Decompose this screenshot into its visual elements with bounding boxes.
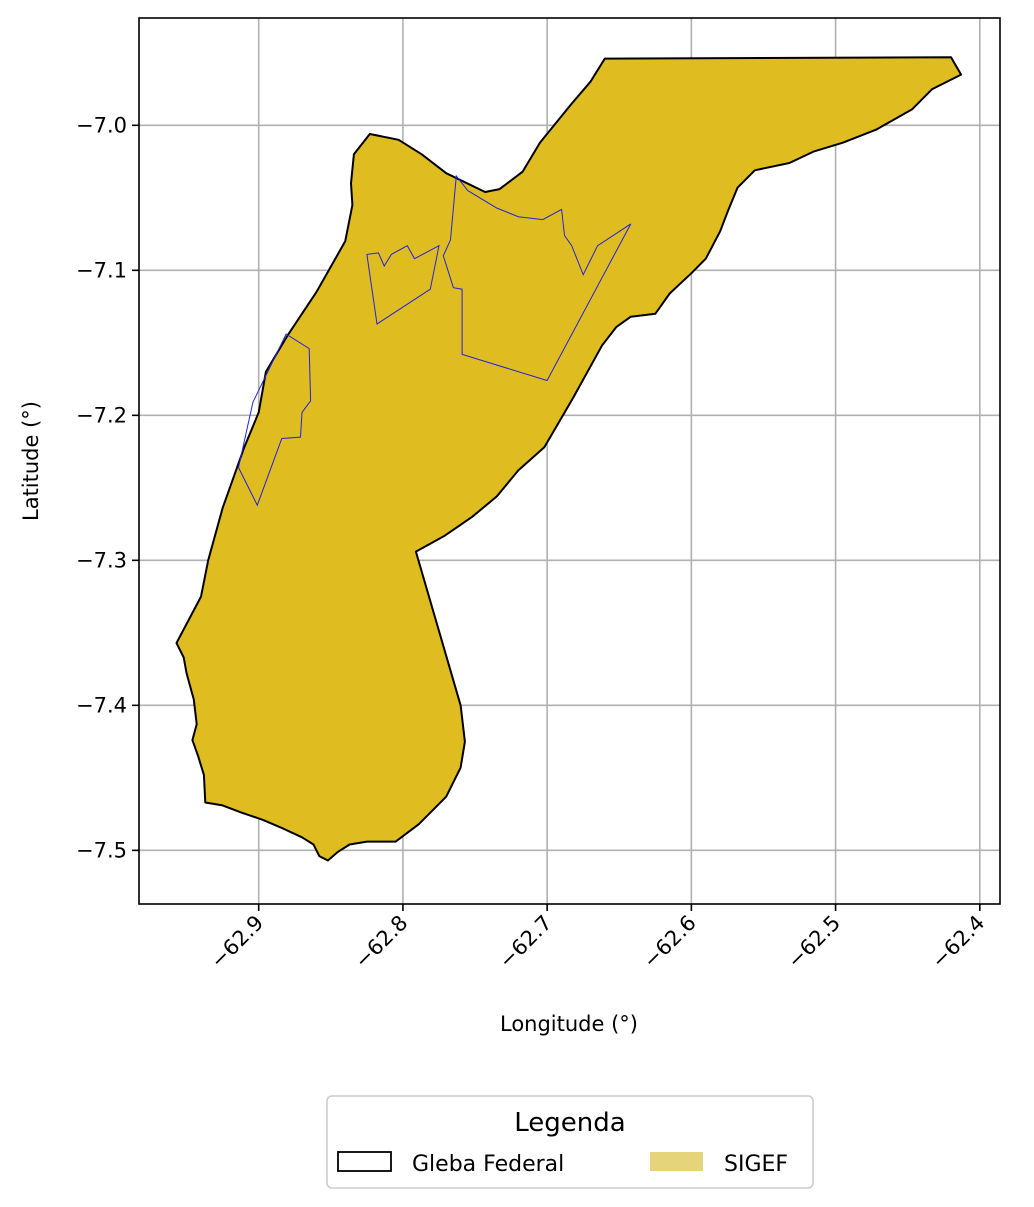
x-tick-label: −62.6 <box>638 911 700 973</box>
legend: Legenda Gleba Federal SIGEF <box>326 1095 814 1189</box>
legend-sigef-swatch <box>650 1152 703 1171</box>
y-tick-label: −7.4 <box>76 693 127 717</box>
x-tick-label: −62.8 <box>350 911 412 973</box>
y-tick-label: −7.2 <box>76 403 127 427</box>
x-tick-label: −62.7 <box>494 911 556 973</box>
plot-frame <box>138 17 1001 905</box>
y-tick-label: −7.5 <box>76 838 127 862</box>
sigef-parcel <box>442 174 632 382</box>
sigef-parcel <box>237 333 312 507</box>
legend-sigef-label: SIGEF <box>724 1152 788 1177</box>
y-axis-label: Latitude (°) <box>19 401 43 521</box>
map-layer <box>175 56 963 862</box>
y-tick-label: −7.3 <box>76 548 127 572</box>
legend-gleba-label: Gleba Federal <box>412 1152 564 1177</box>
sigef-parcel <box>366 244 440 325</box>
x-axis-label: Longitude (°) <box>500 1012 638 1036</box>
y-tick-label: −7.1 <box>76 258 127 282</box>
gleba-federal-polygon <box>175 56 963 862</box>
legend-title: Legenda <box>514 1108 625 1138</box>
legend-gleba-swatch <box>337 1151 392 1172</box>
x-tick-label: −62.9 <box>206 911 268 973</box>
x-tick-label: −62.4 <box>927 911 989 973</box>
x-tick-label: −62.5 <box>783 911 845 973</box>
y-tick-label: −7.0 <box>76 113 127 137</box>
